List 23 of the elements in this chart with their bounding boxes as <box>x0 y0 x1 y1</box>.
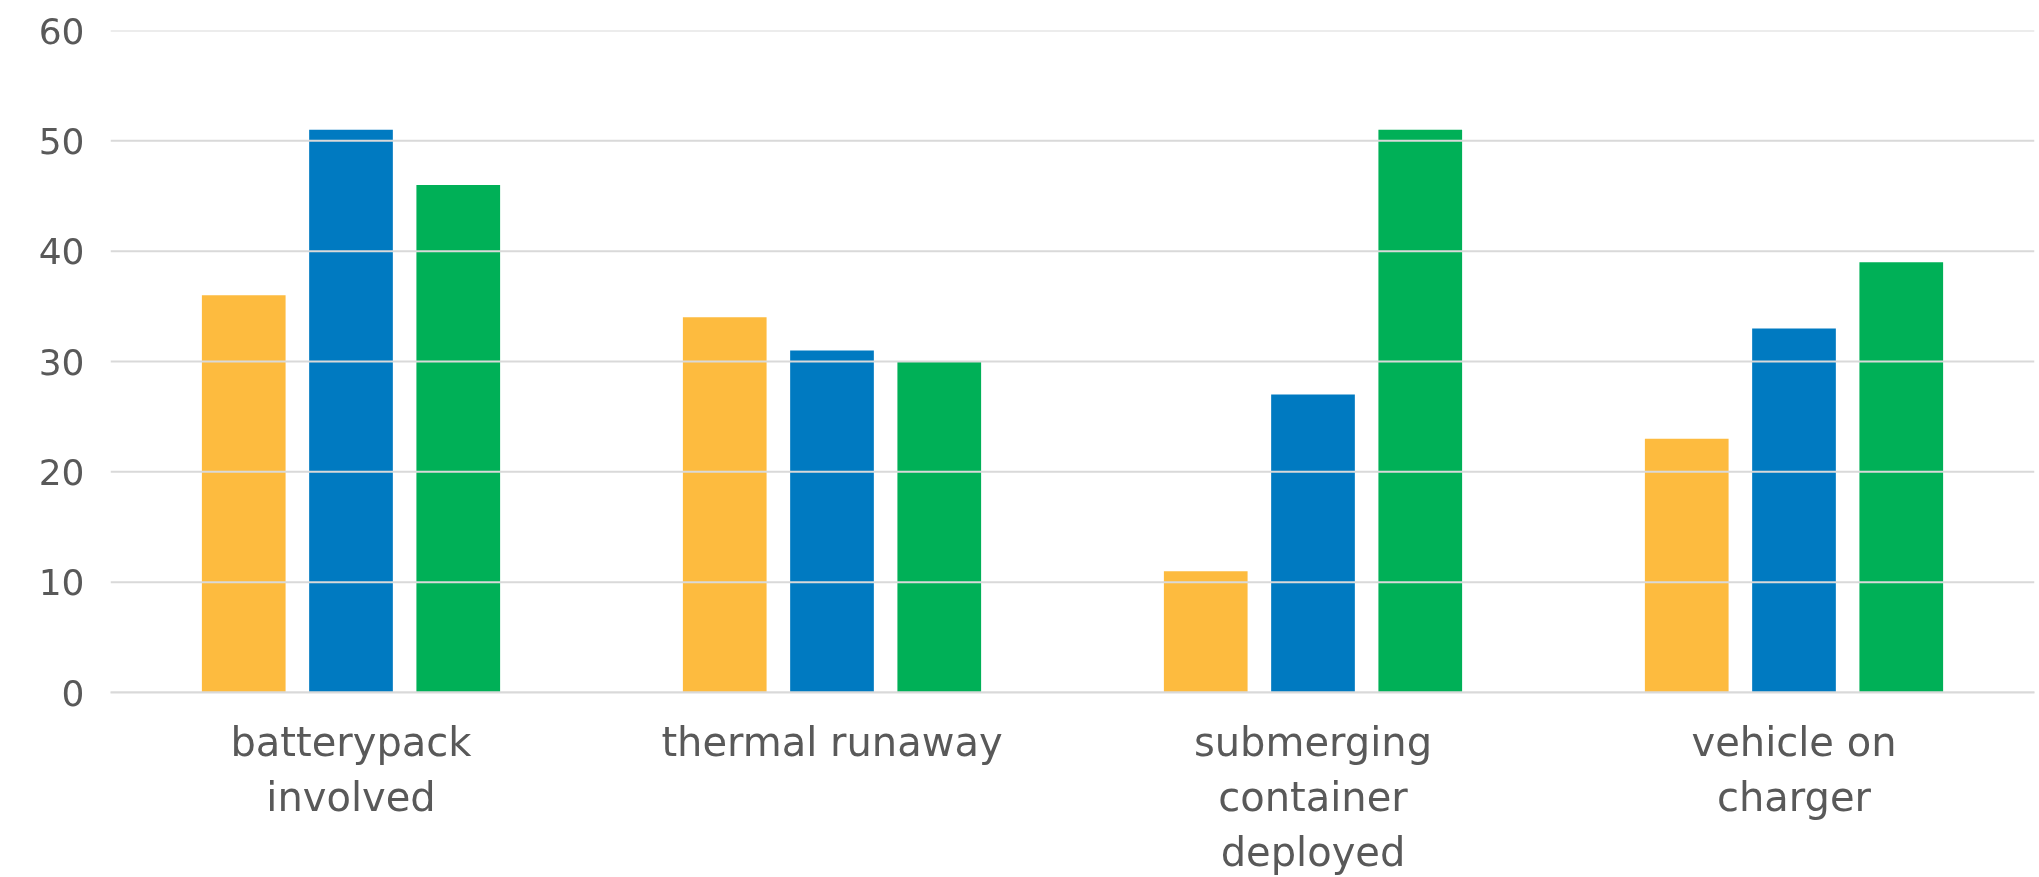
bar <box>201 295 286 693</box>
bar <box>1378 129 1463 693</box>
y-tick-label: 30 <box>38 341 85 383</box>
y-tick-label: 20 <box>38 451 85 493</box>
y-tick-label: 40 <box>38 231 85 273</box>
y-tick-label: 60 <box>38 10 85 52</box>
x-tick-label: thermal runaway <box>661 718 1003 765</box>
bar <box>309 129 393 693</box>
bar <box>1644 438 1729 693</box>
bar <box>1271 394 1355 693</box>
bar <box>416 184 501 693</box>
bar <box>682 317 767 693</box>
y-tick-label: 10 <box>38 562 85 604</box>
x-tick-label: vehicle on charger <box>1691 718 1897 820</box>
y-tick-label: 50 <box>38 120 85 162</box>
x-tick-label: submerging container deployed <box>1193 718 1433 875</box>
bar <box>790 350 874 693</box>
bar <box>1752 328 1836 693</box>
bar <box>897 361 982 693</box>
bar <box>1163 571 1248 693</box>
bar <box>1859 262 1944 693</box>
y-tick-label: 0 <box>61 672 85 714</box>
x-tick-label: batterypack involved <box>230 718 473 820</box>
